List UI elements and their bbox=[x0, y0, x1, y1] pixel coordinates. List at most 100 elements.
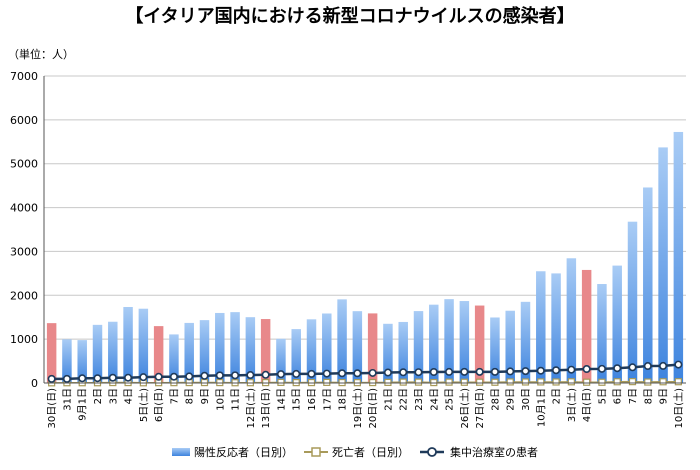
bar bbox=[673, 131, 684, 383]
bar bbox=[566, 258, 577, 383]
x-tick-label: 21日 bbox=[383, 388, 394, 411]
y-tick-label: 5000 bbox=[10, 158, 38, 171]
legend-icu: 集中治療室の患者 bbox=[420, 445, 538, 459]
bar bbox=[199, 320, 210, 383]
y-tick-label: 7000 bbox=[10, 70, 38, 83]
icu-point bbox=[674, 360, 683, 369]
x-tick-label: 22日 bbox=[399, 388, 410, 411]
gridlines bbox=[44, 75, 686, 384]
bar bbox=[520, 301, 531, 383]
y-tick-label: 4000 bbox=[10, 202, 38, 215]
deaths-point bbox=[384, 378, 392, 386]
lines bbox=[47, 360, 683, 387]
axes bbox=[43, 76, 686, 384]
bar bbox=[643, 187, 653, 383]
y-tick-label: 3000 bbox=[10, 245, 38, 258]
bar bbox=[123, 306, 133, 383]
legend-icu-label: 集中治療室の患者 bbox=[450, 445, 538, 459]
bar bbox=[398, 321, 408, 383]
icu-point bbox=[414, 368, 423, 377]
x-tick-label: 28日 bbox=[490, 388, 501, 411]
x-tick-label: 19日(土) bbox=[351, 388, 364, 429]
x-tick-label: 26日(土) bbox=[458, 388, 471, 429]
x-tick-label: 31日 bbox=[62, 388, 73, 411]
icu-point bbox=[169, 372, 178, 381]
x-axis-ticks: 30日(日) 31日 9月1日 2日 3日 4日 5日(土) 6日(日) 7日 8日 9日 10日 11… bbox=[47, 388, 685, 429]
icu-point bbox=[536, 366, 545, 375]
x-tick-label: 7日 bbox=[628, 388, 639, 404]
bar-highlight bbox=[367, 313, 378, 383]
chart-title: 【イタリア国内における新型コロナウイルスの感染者】 bbox=[125, 5, 574, 27]
icu-point bbox=[215, 371, 224, 380]
icu-point bbox=[200, 371, 209, 380]
bar bbox=[306, 319, 317, 383]
icu-point bbox=[643, 362, 652, 371]
legend-positive-label: 陽性反応者（日別） bbox=[194, 445, 293, 459]
icu-point bbox=[552, 366, 561, 375]
icu-point bbox=[338, 369, 347, 378]
x-tick-label: 5日(土) bbox=[137, 388, 150, 422]
deaths-point bbox=[567, 378, 575, 386]
icu-point bbox=[353, 369, 362, 378]
x-tick-label: 14日 bbox=[276, 388, 287, 411]
icu-point bbox=[567, 365, 576, 374]
deaths-point bbox=[628, 378, 637, 386]
x-tick-label: 8日 bbox=[185, 388, 196, 404]
icu-point bbox=[628, 363, 637, 372]
deaths-point bbox=[277, 378, 285, 386]
icu-point bbox=[139, 373, 148, 382]
bar bbox=[62, 339, 72, 383]
x-tick-label: 30日 bbox=[521, 388, 532, 411]
x-tick-label: 7日 bbox=[169, 388, 180, 404]
bar bbox=[108, 321, 118, 383]
x-tick-label: 18日 bbox=[338, 388, 349, 411]
bar bbox=[352, 311, 363, 383]
bar bbox=[276, 338, 286, 383]
x-tick-label: 9日 bbox=[200, 388, 211, 404]
icu-point bbox=[292, 369, 301, 378]
x-tick-label: 24日 bbox=[429, 388, 440, 411]
bar bbox=[291, 329, 301, 383]
x-tick-label: 5日 bbox=[597, 388, 608, 404]
deaths-point bbox=[552, 378, 560, 386]
deaths-point bbox=[460, 378, 468, 386]
bar-highlight bbox=[46, 323, 57, 383]
x-tick-label: 2日 bbox=[552, 388, 563, 404]
x-tick-label: 9日 bbox=[659, 388, 670, 404]
icu-point bbox=[506, 367, 515, 376]
legend-positive-swatch bbox=[172, 448, 190, 456]
icu-point bbox=[154, 372, 163, 381]
bar bbox=[536, 271, 546, 383]
bar bbox=[459, 301, 470, 383]
bar bbox=[551, 273, 561, 383]
icu-point bbox=[261, 370, 270, 379]
deaths-point bbox=[537, 378, 545, 386]
x-tick-label: 23日 bbox=[414, 388, 425, 411]
deaths-point bbox=[613, 378, 621, 386]
icu-point bbox=[521, 367, 530, 376]
icu-point bbox=[231, 371, 240, 380]
bar bbox=[77, 340, 87, 383]
bar bbox=[429, 304, 439, 383]
x-tick-label: 17日 bbox=[322, 388, 333, 411]
legend: 陽性反応者（日別） 死亡者（日別） 集中治療室の患者 bbox=[172, 445, 538, 459]
deaths-point bbox=[644, 378, 652, 386]
deaths-point bbox=[506, 378, 514, 386]
x-tick-label: 4日(日) bbox=[582, 388, 593, 422]
icu-point bbox=[582, 365, 591, 374]
x-tick-label: 30日(日) bbox=[47, 388, 58, 429]
icu-point bbox=[185, 372, 194, 381]
x-tick-label: 27日(日) bbox=[475, 388, 486, 429]
legend-icu-marker bbox=[427, 447, 437, 457]
bar bbox=[184, 322, 194, 383]
deaths-point bbox=[674, 378, 682, 386]
x-tick-label: 6日 bbox=[613, 388, 624, 404]
bar bbox=[413, 311, 424, 383]
legend-deaths-label: 死亡者（日別） bbox=[332, 445, 409, 459]
icu-point bbox=[490, 367, 499, 376]
icu-point bbox=[78, 374, 87, 383]
x-tick-label: 10月1日 bbox=[535, 388, 547, 427]
bars bbox=[46, 131, 684, 383]
y-tick-label: 0 bbox=[31, 377, 38, 390]
